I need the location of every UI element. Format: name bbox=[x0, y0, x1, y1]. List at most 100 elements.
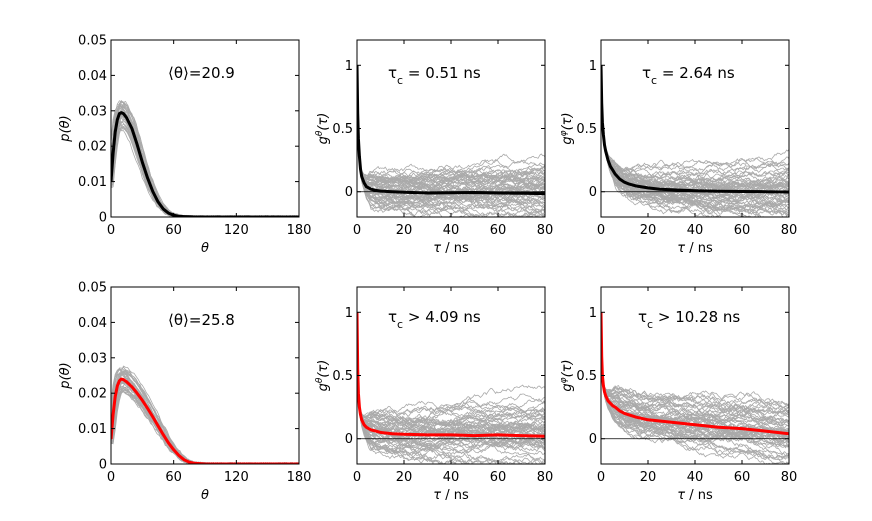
ensemble-trace bbox=[111, 367, 299, 464]
panel-bottom-left: 0 60 120 180 0 0.01 0.02 0.03 0.04 0.05 θ p(θ) ⟨θ⟩=2… bbox=[58, 281, 311, 504]
ensemble-trace bbox=[111, 380, 299, 464]
ensemble-trace bbox=[111, 367, 299, 464]
x-tick-label: 180 bbox=[287, 470, 312, 485]
ensemble-trace bbox=[357, 65, 545, 183]
x-axis-label: τ / ns bbox=[433, 488, 469, 503]
ensemble-trace bbox=[357, 65, 545, 217]
x-tick-label: 40 bbox=[687, 223, 704, 238]
x-tick-label: 40 bbox=[443, 223, 460, 238]
y-tick-label: 0 bbox=[589, 432, 597, 447]
ensemble-trace bbox=[111, 114, 299, 217]
y-axis-label: gθ(τ) bbox=[315, 360, 331, 392]
y-tick-label: 1 bbox=[589, 306, 597, 321]
x-tick-label: 120 bbox=[224, 470, 249, 485]
x-tick-label: 20 bbox=[396, 223, 413, 238]
ensemble-trace bbox=[601, 65, 789, 171]
ensemble-trace bbox=[357, 312, 545, 419]
ensemble-trace bbox=[601, 65, 789, 180]
y-tick-label: 0.5 bbox=[576, 369, 597, 384]
y-tick-label: 0.5 bbox=[332, 122, 353, 137]
y-tick-label: 0.05 bbox=[78, 281, 107, 296]
ensemble-trace bbox=[357, 312, 545, 464]
x-tick-label: 20 bbox=[640, 223, 657, 238]
ensemble-trace bbox=[111, 128, 299, 217]
ensemble-trace bbox=[357, 65, 545, 191]
y-tick-label: 1 bbox=[345, 306, 353, 321]
y-tick-label: 0 bbox=[99, 211, 107, 226]
ensemble-trace bbox=[601, 65, 789, 198]
y-tick-label: 0.04 bbox=[78, 316, 107, 331]
ensemble-trace bbox=[601, 312, 789, 438]
mean-series-line bbox=[357, 65, 545, 196]
ensemble-trace bbox=[357, 65, 545, 210]
y-tick-label: 0.04 bbox=[78, 69, 107, 84]
y-axis-label: p(θ) bbox=[58, 115, 73, 142]
ensemble-trace bbox=[357, 312, 545, 455]
ensemble-trace bbox=[357, 312, 545, 464]
y-tick-label: 0.03 bbox=[78, 351, 107, 366]
x-tick-label: 0 bbox=[107, 223, 115, 238]
x-axis-label: θ bbox=[201, 488, 209, 503]
x-tick-label: 80 bbox=[781, 470, 798, 485]
panel-bottom-middle: 0 20 40 60 80 0 0.5 1 τ / ns gθ(τ) τc > 4.09 ns bbox=[315, 286, 553, 503]
mean-series-line bbox=[601, 65, 789, 194]
ensemble-trace bbox=[357, 312, 545, 435]
ensemble-trace bbox=[357, 65, 545, 215]
ensemble-trace bbox=[357, 312, 506, 464]
x-tick-label: 40 bbox=[443, 470, 460, 485]
ensemble-trace bbox=[111, 105, 299, 217]
ensemble-trace bbox=[357, 65, 545, 184]
ensemble-trace bbox=[357, 65, 545, 191]
ensemble-trace bbox=[601, 312, 789, 426]
y-tick-label: 0.5 bbox=[576, 122, 597, 137]
x-tick-label: 0 bbox=[353, 223, 361, 238]
ensemble-trace bbox=[357, 312, 545, 432]
x-tick-label: 180 bbox=[287, 223, 312, 238]
ensemble-trace bbox=[357, 312, 545, 432]
y-axis-label: gφ(τ) bbox=[559, 359, 575, 391]
ensemble-trace bbox=[111, 114, 299, 217]
ensemble-trace bbox=[357, 65, 545, 185]
x-tick-label: 0 bbox=[353, 470, 361, 485]
ensemble-trace bbox=[601, 312, 789, 415]
ensemble-trace bbox=[357, 65, 545, 188]
ensemble-traces bbox=[601, 312, 789, 464]
x-tick-label: 60 bbox=[734, 470, 751, 485]
y-tick-label: 0.05 bbox=[78, 34, 107, 49]
ensemble-trace bbox=[357, 312, 545, 438]
panel-top-left: 0 60 120 180 0 0.01 0.02 0.03 0.04 0.05 θ p(θ) ⟨θ⟩=2… bbox=[58, 34, 311, 257]
x-tick-label: 0 bbox=[107, 470, 115, 485]
ensemble-traces bbox=[601, 65, 789, 217]
y-tick-label: 1 bbox=[345, 59, 353, 74]
ensemble-trace bbox=[357, 65, 545, 184]
ensemble-trace bbox=[601, 312, 789, 414]
ensemble-trace bbox=[111, 109, 299, 217]
panel-top-middle: 0 20 40 60 80 0 0.5 1 τ / ns gθ(τ) τc = 0.51 ns bbox=[315, 39, 553, 256]
ensemble-trace bbox=[357, 65, 545, 185]
ensemble-trace bbox=[357, 312, 460, 464]
ensemble-trace bbox=[601, 65, 789, 187]
ensemble-trace bbox=[601, 65, 723, 217]
ensemble-trace bbox=[601, 65, 789, 198]
ensemble-trace bbox=[601, 312, 789, 439]
x-tick-label: 60 bbox=[734, 223, 751, 238]
ensemble-trace bbox=[357, 312, 545, 450]
ensemble-trace bbox=[111, 368, 299, 464]
ensemble-trace bbox=[601, 312, 789, 461]
y-tick-label: 0.01 bbox=[78, 422, 107, 437]
ensemble-trace bbox=[601, 312, 789, 422]
panel-annotation: ⟨θ⟩=20.9 bbox=[168, 64, 235, 82]
y-tick-label: 0.02 bbox=[78, 387, 107, 402]
ensemble-trace bbox=[601, 312, 789, 426]
x-axis-label: τ / ns bbox=[677, 488, 713, 503]
x-tick-label: 60 bbox=[165, 470, 182, 485]
y-axis-label: gθ(τ) bbox=[315, 113, 331, 145]
panel-top-right: 0 20 40 60 80 0 0.5 1 τ / ns gφ(τ) τc = 2.64 ns bbox=[559, 39, 797, 256]
ensemble-trace bbox=[111, 105, 299, 217]
y-tick-label: 0.5 bbox=[332, 369, 353, 384]
y-axis-label: p(θ) bbox=[58, 362, 73, 389]
x-axis-label: τ / ns bbox=[677, 241, 713, 256]
axes-frame bbox=[110, 286, 300, 465]
axes-frame bbox=[110, 39, 300, 218]
panel-bottom-right: 0 20 40 60 80 0 0.5 1 τ / ns gφ(τ) τc > 10.28 ns bbox=[559, 286, 798, 503]
